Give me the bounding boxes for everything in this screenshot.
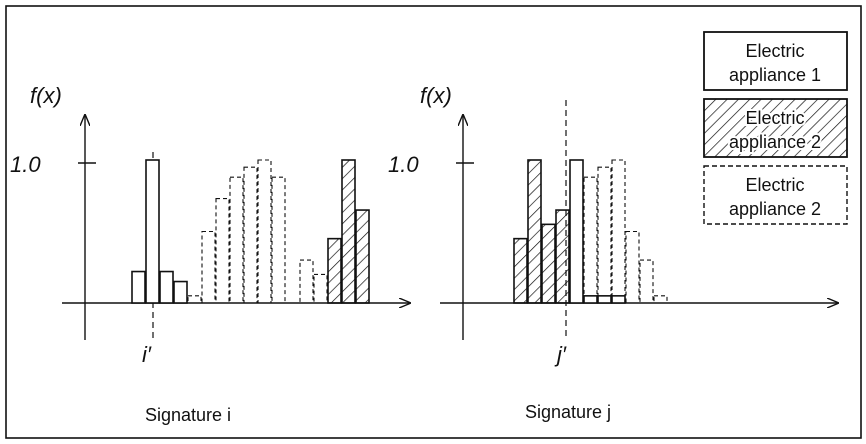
legend: Electric appliance 1 Electric appliance … xyxy=(703,31,848,225)
panel-j-ylabel: f(x) xyxy=(420,83,452,108)
panel-i-bars xyxy=(131,159,370,304)
panel-j-ytick-label: 1.0 xyxy=(388,152,419,177)
panel-j-bar-hatched-1 xyxy=(513,237,528,304)
panel-i-bar-hatched-3 xyxy=(355,209,370,304)
panel-signature-j: f(x) 1.0 j′ Signature j xyxy=(388,83,838,422)
legend-box-solid xyxy=(703,31,848,91)
legend-label-line1: Electric xyxy=(745,108,804,128)
panel-j-bar-dashed-1 xyxy=(583,176,598,304)
figure-border xyxy=(5,5,862,439)
panel-j-bar-hatched-2 xyxy=(527,159,542,304)
panel-j-bar-hatched-4 xyxy=(555,209,570,304)
panel-i-bar-dashed-7 xyxy=(271,176,286,304)
legend-box-hatched-bg xyxy=(704,99,847,157)
panel-i-bar-dashed-9 xyxy=(313,273,328,304)
panel-i-ylabel: f(x) xyxy=(30,83,62,108)
panel-j-bar-dashed-4 xyxy=(625,230,640,304)
panel-i-bar-solid-4 xyxy=(173,280,188,304)
panel-i-bar-solid-3 xyxy=(159,270,174,304)
legend-label-line2: appliance 2 xyxy=(729,199,821,219)
panel-j-bar-solid-1 xyxy=(569,159,584,304)
legend-label-line2: appliance 1 xyxy=(729,65,821,85)
panel-j-bars xyxy=(513,159,668,304)
panel-i-bar-hatched-2 xyxy=(341,159,356,304)
legend-item-appliance-2-dashed: Electric appliance 2 xyxy=(703,165,848,225)
panel-j-bar-solid-2 xyxy=(583,295,598,304)
panel-j-bar-dashed-6 xyxy=(653,295,668,304)
panel-i-bar-dashed-4 xyxy=(229,176,244,304)
panel-i-bar-dashed-1 xyxy=(187,295,202,304)
legend-label-line1: Electric xyxy=(745,41,804,61)
panel-i-bar-dashed-3 xyxy=(215,198,230,304)
panel-i-ytick-label: 1.0 xyxy=(10,152,41,177)
panel-signature-i: f(x) 1.0 i′ Signature i xyxy=(10,83,410,425)
panel-i-bar-hatched-1 xyxy=(327,237,342,304)
legend-label-line2: appliance 2 xyxy=(729,132,821,152)
panel-j-bar-solid-3 xyxy=(597,295,612,304)
panel-j-bar-dashed-2 xyxy=(597,166,612,304)
panel-i-bar-dashed-8 xyxy=(299,259,314,304)
panel-i-caption: Signature i xyxy=(145,405,231,425)
panel-j-bar-hatched-3 xyxy=(541,223,556,304)
panel-j-marker-label: j′ xyxy=(554,342,567,367)
legend-label-line1: Electric xyxy=(745,175,804,195)
panel-i-bar-dashed-2 xyxy=(201,230,216,304)
panel-i-bar-dashed-6 xyxy=(257,159,272,304)
panel-j-bar-dashed-5 xyxy=(639,259,654,304)
panel-i-bar-solid-1 xyxy=(131,270,146,304)
legend-box-dashed xyxy=(703,165,848,225)
panel-i-bar-solid-2 xyxy=(145,159,160,304)
panel-j-bar-solid-4 xyxy=(611,295,626,304)
panel-j-bar-dashed-3 xyxy=(611,159,626,304)
legend-item-appliance-1: Electric appliance 1 xyxy=(703,31,848,91)
legend-box-hatched-border xyxy=(703,98,848,158)
panel-j-caption: Signature j xyxy=(525,402,611,422)
legend-item-appliance-2-hatched: Electric appliance 2 xyxy=(703,98,848,158)
panel-i-marker-label: i′ xyxy=(142,342,152,367)
panel-i-bar-dashed-5 xyxy=(243,166,258,304)
